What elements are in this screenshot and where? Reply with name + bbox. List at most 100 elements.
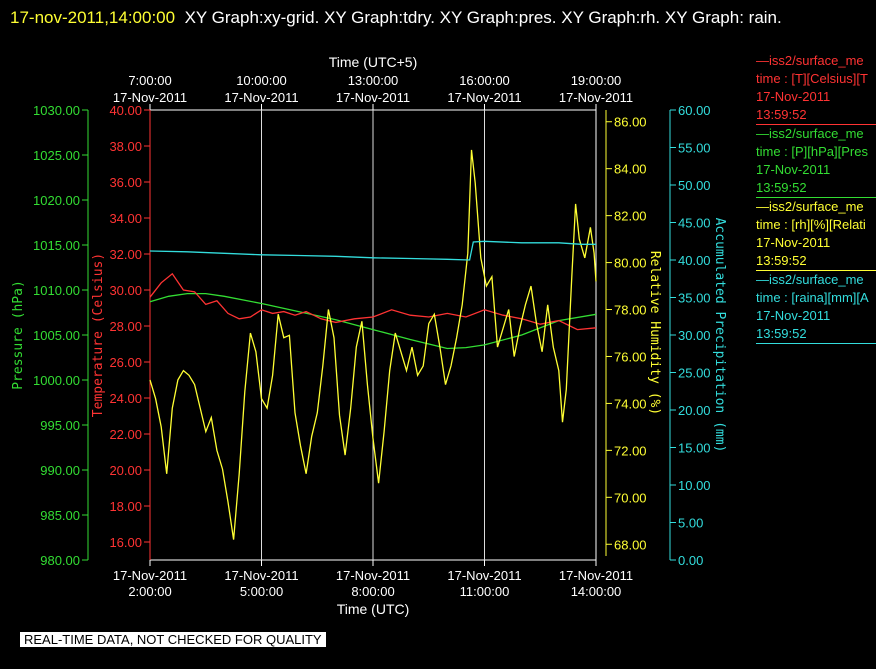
series-line-temp (149, 272, 597, 331)
x-top-tick-date: 17-Nov-2011 (224, 90, 298, 105)
x-tick-time: 11:00:00 (460, 584, 510, 599)
y-tick-label-pres: 1005.00 (33, 328, 80, 343)
legend-line: 13:59:52 (756, 252, 876, 271)
y-tick-label-pres: 980.00 (40, 553, 80, 568)
legend-line: time : [raina][mm][A (756, 290, 869, 305)
legend-line: 17-Nov-2011 (756, 308, 831, 323)
y-tick-label-temp: 30.00 (109, 283, 142, 298)
timestamp: 17-nov-2011,14:00:00 (10, 8, 176, 27)
y-tick-label-rain: 55.00 (678, 141, 711, 156)
x-tick-date: 17-Nov-2011 (224, 568, 298, 583)
legend-line: time : [rh][%][Relati (756, 217, 866, 232)
y-tick-label-pres: 1015.00 (33, 238, 80, 253)
y-tick-label-rh: 72.00 (614, 443, 647, 458)
y-tick-label-temp: 22.00 (109, 427, 142, 442)
y-tick-label-pres: 1025.00 (33, 148, 80, 163)
x-top-tick-time: 10:00:00 (236, 73, 287, 88)
y-tick-label-pres: 1020.00 (33, 193, 80, 208)
legend-line: 13:59:52 (756, 106, 876, 125)
y-tick-label-temp: 32.00 (109, 247, 142, 262)
x-axis-label: Time (UTC) (337, 601, 410, 617)
graph-list: XY Graph:xy-grid. XY Graph:tdry. XY Grap… (184, 8, 782, 27)
y-tick-label-pres: 1030.00 (33, 103, 80, 118)
y-tick-label-temp: 28.00 (109, 319, 142, 334)
quality-note: REAL-TIME DATA, NOT CHECKED FOR QUALITY (20, 632, 326, 647)
legend-line: 13:59:52 (756, 179, 876, 198)
y-tick-label-rh: 80.00 (614, 256, 647, 271)
legend-line: 17-Nov-2011 (756, 162, 831, 177)
y-tick-label-temp: 34.00 (109, 211, 142, 226)
legend-line: —iss2/surface_me (756, 126, 864, 141)
y-tick-label-rain: 40.00 (678, 253, 711, 268)
chart-header: 17-nov-2011,14:00:00 XY Graph:xy-grid. X… (10, 3, 860, 32)
legend-line: 13:59:52 (756, 325, 876, 344)
x-tick-date: 17-Nov-2011 (336, 568, 410, 583)
y-axis-label-temp: Temperature (Celsius) (91, 253, 106, 417)
legend-line: —iss2/surface_me (756, 272, 864, 287)
y-tick-label-pres: 1010.00 (33, 283, 80, 298)
y-tick-label-rh: 78.00 (614, 303, 647, 318)
y-tick-label-pres: 990.00 (40, 463, 80, 478)
legend-line: —iss2/surface_me (756, 53, 864, 68)
legend-line: 17-Nov-2011 (756, 89, 831, 104)
y-tick-label-rain: 30.00 (678, 328, 711, 343)
y-tick-label-pres: 995.00 (40, 418, 80, 433)
x-top-tick-time: 19:00:00 (571, 73, 622, 88)
x-top-axis-label: Time (UTC+5) (329, 54, 418, 70)
y-tick-label-rh: 68.00 (614, 537, 647, 552)
y-tick-label-temp: 16.00 (109, 535, 142, 550)
y-tick-label-temp: 40.00 (109, 103, 142, 118)
y-tick-label-rain: 5.00 (678, 516, 703, 531)
y-tick-label-temp: 20.00 (109, 463, 142, 478)
y-tick-label-rain: 35.00 (678, 291, 711, 306)
legend: —iss2/surface_me time : [T][Celsius][T 17-… (756, 52, 876, 344)
legend-entry: —iss2/surface_me time : [rh][%][Relati 17-… (756, 198, 876, 271)
x-tick-time: 2:00:00 (128, 584, 171, 599)
y-tick-label-temp: 36.00 (109, 175, 142, 190)
y-tick-label-rain: 15.00 (678, 441, 711, 456)
x-tick-time: 5:00:00 (240, 584, 283, 599)
y-tick-label-rain: 45.00 (678, 216, 711, 231)
y-axis-label-rh: Relative Humidity (%) (647, 251, 662, 415)
y-tick-label-pres: 985.00 (40, 508, 80, 523)
legend-line: 17-Nov-2011 (756, 235, 831, 250)
y-axis-label-pres: Pressure (hPa) (11, 280, 26, 390)
y-tick-label-temp: 38.00 (109, 139, 142, 154)
y-tick-label-pres: 1000.00 (33, 373, 80, 388)
series-line-rain (149, 240, 596, 261)
x-top-tick-date: 17-Nov-2011 (336, 90, 410, 105)
y-tick-label-rh: 76.00 (614, 349, 647, 364)
series-line-rh (149, 149, 597, 540)
y-tick-label-rh: 70.00 (614, 490, 647, 505)
y-tick-label-temp: 26.00 (109, 355, 142, 370)
y-tick-label-rain: 50.00 (678, 178, 711, 193)
legend-line: time : [P][hPa][Pres (756, 144, 868, 159)
y-tick-label-rain: 10.00 (678, 478, 711, 493)
y-tick-label-rh: 74.00 (614, 396, 647, 411)
y-tick-label-rain: 60.00 (678, 103, 711, 118)
y-tick-label-rain: 20.00 (678, 403, 711, 418)
y-axis-label-rain: Accumulated Precipitation (mm) (712, 218, 727, 453)
y-tick-label-rh: 86.00 (614, 115, 647, 130)
x-top-tick-time: 13:00:00 (348, 73, 399, 88)
x-tick-time: 8:00:00 (351, 584, 394, 599)
x-top-tick-date: 17-Nov-2011 (447, 90, 521, 105)
x-tick-date: 17-Nov-2011 (113, 568, 187, 583)
y-tick-label-temp: 18.00 (109, 499, 142, 514)
legend-line: time : [T][Celsius][T (756, 71, 868, 86)
x-tick-date: 17-Nov-2011 (559, 568, 633, 583)
x-tick-time: 14:00:00 (571, 584, 622, 599)
x-top-tick-time: 16:00:00 (459, 73, 510, 88)
x-top-tick-date: 17-Nov-2011 (559, 90, 633, 105)
y-tick-label-rh: 82.00 (614, 209, 647, 224)
x-top-tick-date: 17-Nov-2011 (113, 90, 187, 105)
y-tick-label-rain: 25.00 (678, 366, 711, 381)
x-tick-date: 17-Nov-2011 (447, 568, 521, 583)
y-tick-label-rh: 84.00 (614, 162, 647, 177)
y-tick-label-temp: 24.00 (109, 391, 142, 406)
x-top-tick-time: 7:00:00 (128, 73, 171, 88)
